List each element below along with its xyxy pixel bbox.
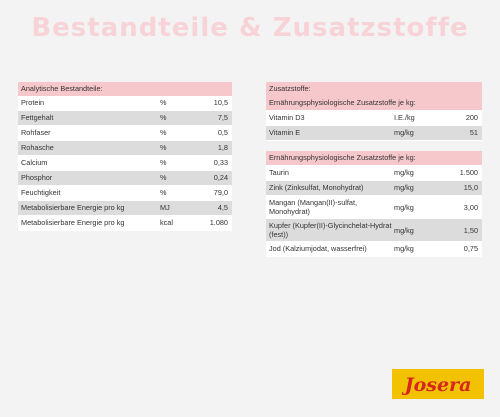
logo-text: Josera <box>402 374 472 396</box>
row-value: 51 <box>469 128 478 137</box>
row-value: 0,75 <box>463 244 478 253</box>
table-row: Rohasche % 1,8 <box>18 141 232 156</box>
row-unit: I.E./kg <box>394 113 415 122</box>
row-unit: % <box>160 143 167 152</box>
analytic-header: Analytische Bestandteile: <box>18 82 232 96</box>
table-row: Rohfaser % 0,5 <box>18 126 232 141</box>
row-unit: % <box>160 188 167 197</box>
row-unit: MJ <box>160 203 170 212</box>
row-name: Feuchtigkeit <box>21 188 61 197</box>
title-second: Zusatzstoffe <box>272 13 469 43</box>
additives-subheader: Ernährungsphysiologische Zusatzstoffe je… <box>266 96 482 111</box>
row-value: 1,50 <box>463 225 478 235</box>
title-amp: & <box>238 13 263 43</box>
row-unit: % <box>160 113 167 122</box>
table-row: Mangan (Mangan(II)-sulfat, Monohydrat) m… <box>266 196 482 219</box>
row-name: Calcium <box>21 158 48 167</box>
table-row: Vitamin E mg/kg 51 <box>266 126 482 141</box>
row-unit: mg/kg <box>394 202 414 212</box>
table-row: Taurin mg/kg 1.500 <box>266 166 482 181</box>
row-unit: % <box>160 98 167 107</box>
table-row: Metabolisierbare Energie pro kg kcal 1.0… <box>18 216 232 231</box>
row-unit: mg/kg <box>394 168 414 177</box>
row-value: 0,33 <box>213 158 228 167</box>
logo-background <box>392 369 484 399</box>
row-unit: mg/kg <box>394 244 414 253</box>
row-value: 1.500 <box>459 168 478 177</box>
row-value: 0,5 <box>217 128 228 137</box>
title-main: Bestandteile <box>31 13 229 43</box>
table-row: Jod (Kalziumjodat, wasserfrei) mg/kg 0,7… <box>266 242 482 257</box>
row-name: Vitamin E <box>269 128 301 137</box>
row-name: Kupfer (Kupfer(II)-Glycinchelat-Hydrat (… <box>269 221 392 239</box>
row-name: Mangan (Mangan(II)-sulfat, Monohydrat) <box>269 198 358 216</box>
row-unit: mg/kg <box>394 225 414 235</box>
row-name: Fettgehalt <box>21 113 54 122</box>
row-unit: mg/kg <box>394 128 414 137</box>
row-name: Taurin <box>269 168 289 177</box>
table-row: Feuchtigkeit % 79,0 <box>18 186 232 201</box>
row-value: 200 <box>465 113 478 122</box>
josera-logo: Josera <box>392 369 484 399</box>
additives-subheader: Ernährungsphysiologische Zusatzstoffe je… <box>266 151 482 166</box>
analytic-table: Analytische Bestandteile: Protein % 10,5… <box>18 82 232 231</box>
row-name: Protein <box>21 98 45 107</box>
row-unit: % <box>160 173 167 182</box>
table-row: Protein % 10,5 <box>18 96 232 111</box>
row-name: Zink (Zinksulfat, Monohydrat) <box>269 183 364 192</box>
table-row: Calcium % 0,33 <box>18 156 232 171</box>
row-unit: mg/kg <box>394 183 414 192</box>
subheader-label: Ernährungsphysiologische Zusatzstoffe je… <box>269 98 416 107</box>
row-value: 15,0 <box>463 183 478 192</box>
table-row: Fettgehalt % 7,5 <box>18 111 232 126</box>
row-unit: % <box>160 128 167 137</box>
table-row: Metabolisierbare Energie pro kg MJ 4,5 <box>18 201 232 216</box>
row-value: 1.080 <box>209 218 228 227</box>
subheader-label: Ernährungsphysiologische Zusatzstoffe je… <box>269 153 416 162</box>
page-title: Bestandteile & Zusatzstoffe <box>0 6 500 50</box>
table-row: Zink (Zinksulfat, Monohydrat) mg/kg 15,0 <box>266 181 482 196</box>
row-value: 1,8 <box>217 143 228 152</box>
row-value: 3,00 <box>463 202 478 212</box>
row-name: Phosphor <box>21 173 53 182</box>
row-value: 79,0 <box>213 188 228 197</box>
table-row: Kupfer (Kupfer(II)-Glycinchelat-Hydrat (… <box>266 219 482 242</box>
row-name: Jod (Kalziumjodat, wasserfrei) <box>269 244 367 253</box>
row-value: 4,5 <box>217 203 228 212</box>
additives-table: Zusatzstoffe: Ernährungsphysiologische Z… <box>266 82 482 257</box>
table-row: Phosphor % 0,24 <box>18 171 232 186</box>
row-name: Rohfaser <box>21 128 51 137</box>
additives-header: Zusatzstoffe: <box>266 82 482 96</box>
row-name: Metabolisierbare Energie pro kg <box>21 203 125 212</box>
row-unit: % <box>160 158 167 167</box>
row-value: 10,5 <box>213 98 228 107</box>
row-name: Rohasche <box>21 143 54 152</box>
table-row: Vitamin D3 I.E./kg 200 <box>266 111 482 126</box>
row-name: Vitamin D3 <box>269 113 305 122</box>
row-name: Metabolisierbare Energie pro kg <box>21 218 125 227</box>
row-value: 0,24 <box>213 173 228 182</box>
row-value: 7,5 <box>217 113 228 122</box>
row-unit: kcal <box>160 218 173 227</box>
